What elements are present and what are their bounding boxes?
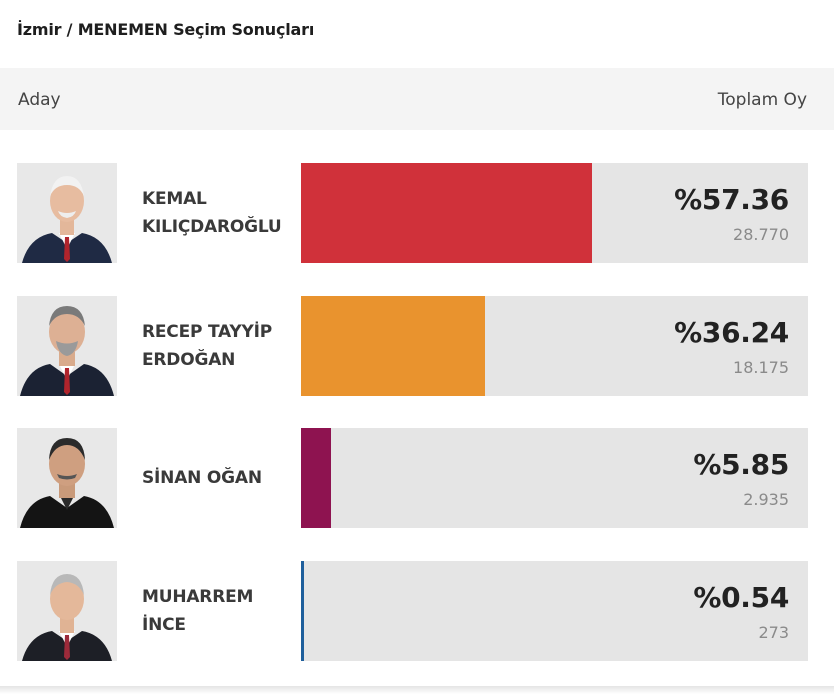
candidate-name-line1: RECEP TAYYİP: [142, 322, 272, 342]
candidate-row: KEMAL KILIÇDAROĞLU %57.36 28.770: [0, 163, 834, 263]
candidate-photo-icon: [17, 428, 117, 528]
vote-percentage: %36.24: [674, 316, 789, 349]
candidate-name-line2: ERDOĞAN: [142, 350, 236, 370]
vote-bar-track: %57.36 28.770: [301, 163, 808, 263]
candidate-name-line2: KILIÇDAROĞLU: [142, 217, 282, 237]
page-title: İzmir / MENEMEN Seçim Sonuçları: [17, 20, 315, 39]
candidate-photo-icon: [17, 561, 117, 661]
column-header-candidate: Aday: [18, 90, 61, 110]
candidate-name-line1: KEMAL: [142, 189, 207, 209]
bottom-divider: [0, 686, 834, 694]
vote-bar-fill: [301, 163, 592, 263]
vote-count: 273: [758, 623, 789, 642]
candidate-row: RECEP TAYYİP ERDOĞAN %36.24 18.175: [0, 296, 834, 396]
vote-count: 28.770: [733, 225, 789, 244]
vote-bar-track: %5.85 2.935: [301, 428, 808, 528]
vote-bar-track: %0.54 273: [301, 561, 808, 661]
candidate-name: MUHARREM İNCE: [142, 561, 292, 661]
candidate-name-line2: İNCE: [142, 615, 186, 635]
results-list: KEMAL KILIÇDAROĞLU %57.36 28.770: [0, 130, 834, 688]
candidate-name-line1: SİNAN OĞAN: [142, 468, 262, 488]
candidate-name: KEMAL KILIÇDAROĞLU: [142, 163, 292, 263]
table-header: Aday Toplam Oy: [0, 68, 834, 130]
candidate-photo-icon: [17, 163, 117, 263]
vote-count: 18.175: [733, 358, 789, 377]
vote-bar-fill: [301, 428, 331, 528]
vote-bar-track: %36.24 18.175: [301, 296, 808, 396]
candidate-photo-icon: [17, 296, 117, 396]
vote-bar-fill: [301, 296, 485, 396]
vote-percentage: %57.36: [674, 183, 789, 216]
vote-percentage: %0.54: [693, 581, 789, 614]
candidate-row: MUHARREM İNCE %0.54 273: [0, 561, 834, 661]
candidate-row: SİNAN OĞAN %5.85 2.935: [0, 428, 834, 528]
candidate-name: SİNAN OĞAN: [142, 428, 292, 528]
candidate-name-line1: MUHARREM: [142, 587, 254, 607]
vote-bar-fill: [301, 561, 304, 661]
candidate-name: RECEP TAYYİP ERDOĞAN: [142, 296, 292, 396]
title-bar: İzmir / MENEMEN Seçim Sonuçları: [0, 0, 834, 68]
vote-count: 2.935: [743, 490, 789, 509]
vote-percentage: %5.85: [693, 448, 789, 481]
column-header-total-votes: Toplam Oy: [717, 90, 807, 110]
